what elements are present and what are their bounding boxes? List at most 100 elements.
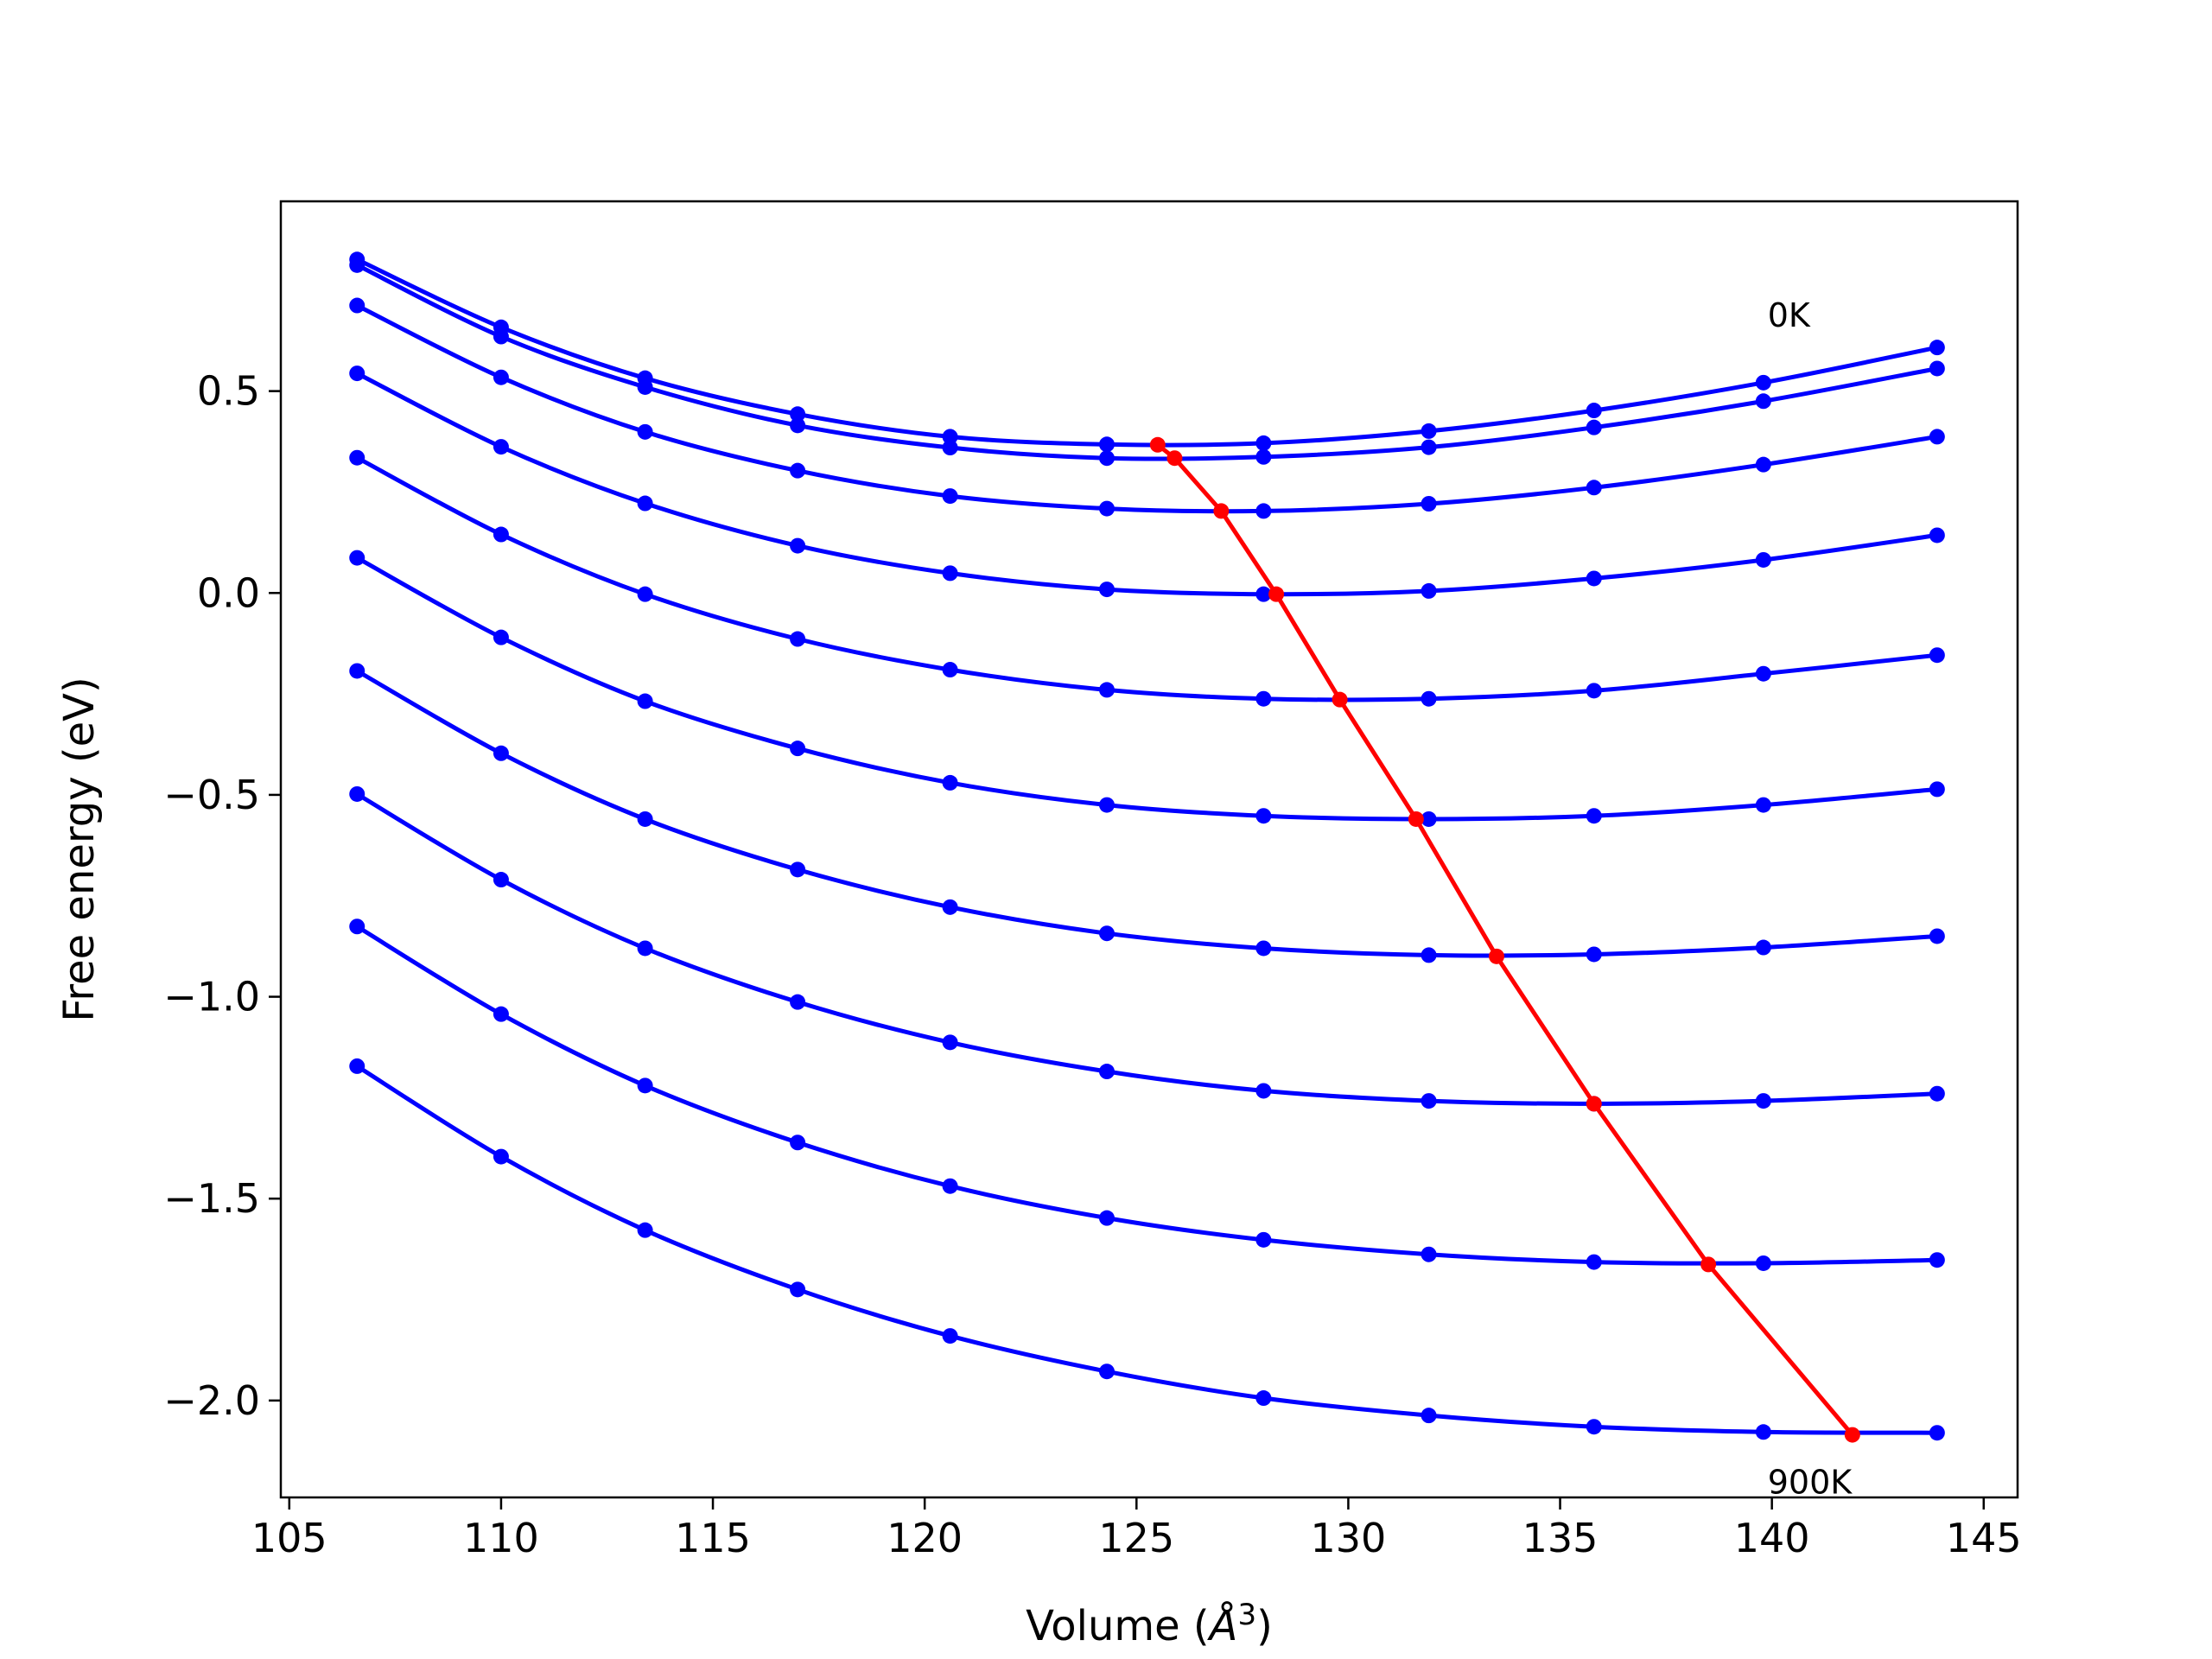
series-point [1929,340,1945,356]
series-point [1586,1419,1602,1435]
equilibrium-point [1213,503,1230,519]
series-point [1755,456,1771,473]
series-point [637,693,653,709]
series-point [637,1077,653,1094]
series-point [1586,683,1602,699]
series-point [1421,423,1437,439]
series-point [1586,946,1602,963]
series-point [1929,1252,1945,1268]
series-point [1255,448,1272,465]
series-point [1255,808,1272,824]
series-point [1255,690,1272,707]
y-tick-label: −2.0 [163,1377,260,1424]
series-point [1586,403,1602,419]
series-point [942,1178,958,1194]
y-tick-label: −1.0 [163,974,260,1020]
series-point [790,1135,806,1151]
series-point [1929,647,1945,664]
series-point [1255,1083,1272,1099]
series-point [1255,435,1272,451]
series-point [942,774,958,791]
series-point [1586,1254,1602,1270]
series-point [1755,1424,1771,1440]
x-axis-ticks: 105 110 115 120 125 130 135 140 145 [251,1497,2022,1561]
x-axis-label-exponent: 3 [1237,1598,1256,1632]
series-point [1421,1408,1437,1424]
equilibrium-point [1586,1096,1602,1112]
x-axis-label-text: Volume ( [1026,1602,1210,1650]
series-point [1098,450,1115,467]
series-point [1255,940,1272,957]
series-point [637,1222,653,1238]
equilibrium-point [1149,436,1166,453]
series-point [790,861,806,878]
series-point [1255,1390,1272,1407]
series-point [1755,797,1771,813]
series-point [493,1148,509,1165]
plot-frame [279,200,2019,1499]
equilibrium-point [1700,1256,1717,1273]
series-point [349,663,365,679]
series-point [349,449,365,466]
x-tick-label: 140 [1734,1515,1810,1561]
y-tick-label: −1.5 [163,1175,260,1222]
equilibrium-point [1408,810,1424,827]
series-point [1255,1231,1272,1248]
series-point [1098,582,1115,598]
series-point [349,785,365,802]
series-point [1098,682,1115,698]
series-point [942,429,958,445]
series-point [493,526,509,543]
series-point [1755,393,1771,410]
equilibrium-layer [1149,436,1860,1443]
series-point [1755,665,1771,682]
series-point [942,488,958,505]
y-axis-label: Free energy (eV) [55,677,104,1021]
x-tick-label: 135 [1522,1515,1599,1561]
series-point [1929,527,1945,543]
series-point [1255,503,1272,519]
series-point [493,369,509,385]
series-point [1421,1246,1437,1262]
series-point [942,565,958,582]
x-tick-label: 115 [675,1515,751,1561]
x-axis-label: Volume (Å3) [1026,1598,1273,1650]
series-point [349,365,365,382]
annotations: 0K 900K [1768,296,1853,1501]
series-point [1421,947,1437,963]
x-axis-label-close: ) [1256,1602,1273,1650]
series-point [1421,496,1437,512]
series-point [1755,1255,1771,1271]
x-tick-label: 130 [1311,1515,1387,1561]
series-point [349,550,365,566]
annotation-label: 0K [1768,296,1811,334]
series-point [493,1006,509,1022]
series-point [790,631,806,647]
series-point [1098,1064,1115,1080]
series-point [349,918,365,935]
equilibrium-point [1268,586,1285,602]
x-tick-label: 110 [463,1515,539,1561]
series-point [942,1328,958,1344]
series-point [493,439,509,455]
series-point [349,1058,365,1074]
series-point [1098,436,1115,453]
series-point [1929,1085,1945,1102]
series-point [349,297,365,314]
equilibrium-point [1844,1427,1860,1443]
series-point [1929,1425,1945,1441]
series-point [942,440,958,456]
series-point [493,629,509,645]
series-point [1421,810,1437,827]
series-point [637,810,653,827]
series-point [790,537,806,554]
series-point [942,662,958,678]
equilibrium-point [1332,691,1348,708]
series-point [790,417,806,434]
series-point [790,462,806,479]
series-point [1421,582,1437,599]
series-point [1098,1210,1115,1226]
series-point [1421,690,1437,707]
series-point [942,899,958,915]
